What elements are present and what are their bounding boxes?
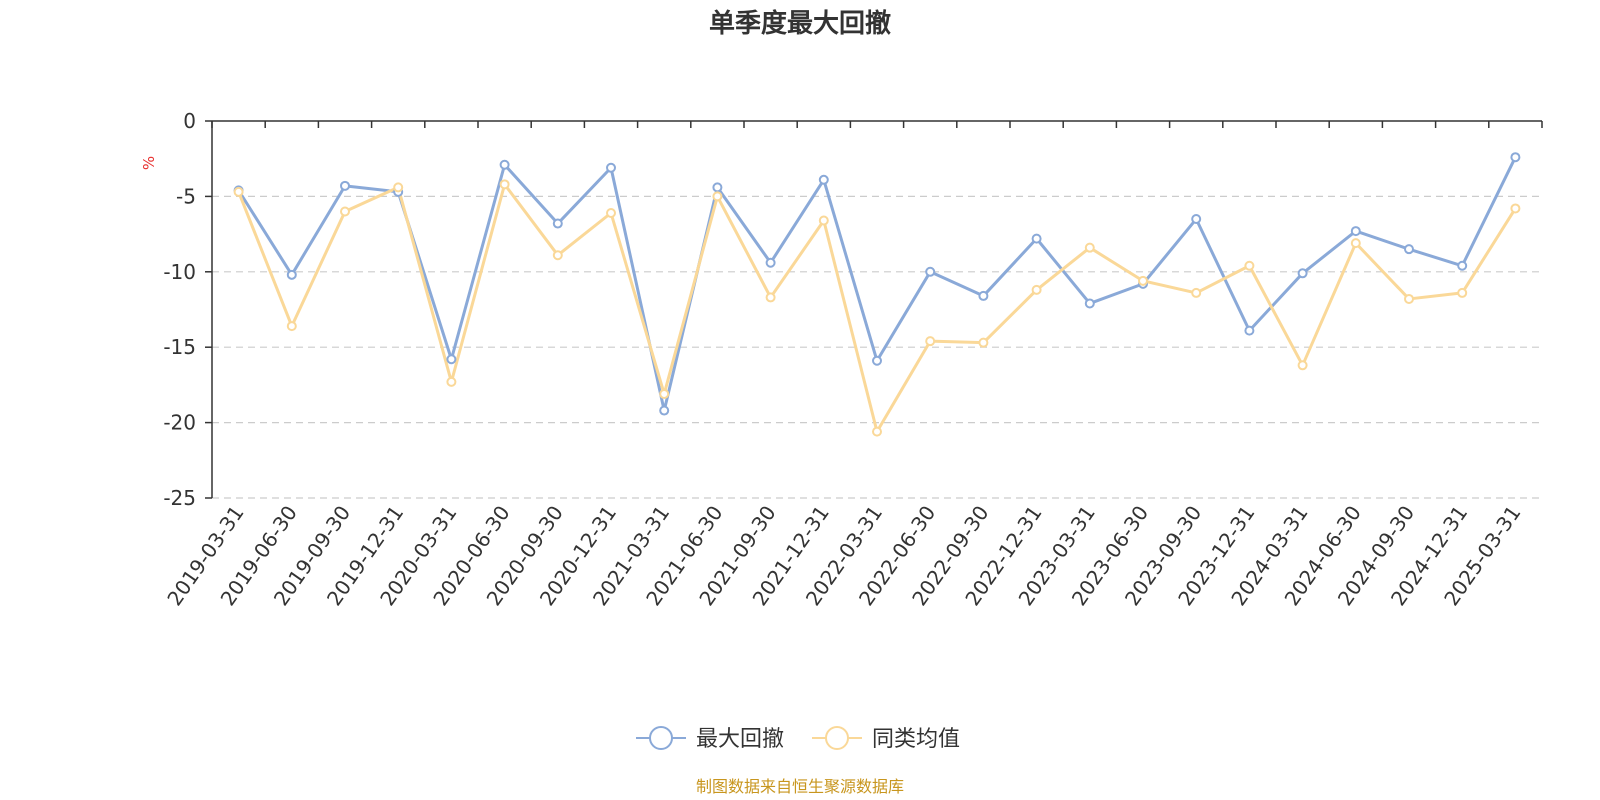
data-point[interactable] [1404,244,1414,255]
data-point[interactable] [765,257,776,268]
data-point[interactable] [712,182,723,193]
data-point[interactable] [1244,325,1255,336]
data-point[interactable] [1084,298,1095,309]
axes: 0-5-10-15-20-252019-03-312019-06-302019-… [162,109,1543,610]
data-point[interactable] [1191,214,1202,225]
data-point[interactable] [1297,268,1308,279]
data-point[interactable] [340,206,350,217]
y-tick-label: -25 [163,486,196,510]
y-tick-label: -10 [163,260,196,284]
data-point[interactable] [659,405,670,416]
data-point[interactable] [1138,275,1148,286]
data-point[interactable] [978,337,989,348]
data-point[interactable] [393,182,404,193]
data-point[interactable] [978,290,989,301]
series-line [237,182,1517,434]
data-point[interactable] [606,207,616,218]
data-point[interactable] [1084,242,1095,253]
data-point[interactable] [659,388,670,399]
data-point[interactable] [872,426,882,437]
y-axis-unit: % [140,156,158,170]
data-point[interactable] [1457,260,1468,271]
data-point[interactable] [925,336,936,347]
data-point[interactable] [446,376,457,387]
data-point[interactable] [872,355,882,366]
data-point[interactable] [1350,238,1361,249]
data-point[interactable] [233,186,244,197]
y-tick-label: 0 [183,109,196,133]
y-tick-label: -5 [176,184,196,208]
data-point[interactable] [1457,287,1468,298]
legend-label: 同类均值 [872,727,960,752]
legend-marker-icon [649,726,673,750]
data-point[interactable] [286,321,297,332]
data-point[interactable] [1350,226,1361,237]
data-point[interactable] [1031,233,1042,244]
data-point[interactable] [286,269,297,280]
legend-item[interactable]: 同类均值 [812,726,960,752]
data-point[interactable] [1510,152,1521,163]
y-tick-label: -20 [163,411,196,435]
data-point[interactable] [606,162,616,173]
data-point[interactable] [1031,284,1042,295]
data-point[interactable] [765,292,776,303]
series-line [237,155,1517,413]
y-tick-label: -15 [163,335,196,359]
data-point[interactable] [499,179,510,190]
legend-marker-icon [825,726,849,750]
legend-item[interactable]: 最大回撤 [636,726,784,752]
data-point[interactable] [818,174,829,185]
data-point[interactable] [925,266,936,277]
grid-lines [212,195,1542,499]
legend-label: 最大回撤 [696,727,784,752]
data-point[interactable] [1244,260,1255,271]
data-point[interactable] [499,159,510,170]
chart-title: 单季度最大回撤 [709,8,891,39]
data-point[interactable] [552,250,563,261]
data-point[interactable] [1404,293,1414,304]
data-point[interactable] [1297,360,1308,371]
data-point[interactable] [712,191,723,202]
data-source-note: 制图数据来自恒生聚源数据库 [696,777,904,796]
data-point[interactable] [1191,287,1202,298]
legend[interactable]: 最大回撤 同类均值 [636,726,960,752]
data-point[interactable] [1510,203,1521,214]
data-point[interactable] [552,218,563,229]
data-point[interactable] [340,180,350,191]
series-lines [233,152,1521,437]
data-point[interactable] [818,215,829,226]
data-point[interactable] [446,354,457,365]
